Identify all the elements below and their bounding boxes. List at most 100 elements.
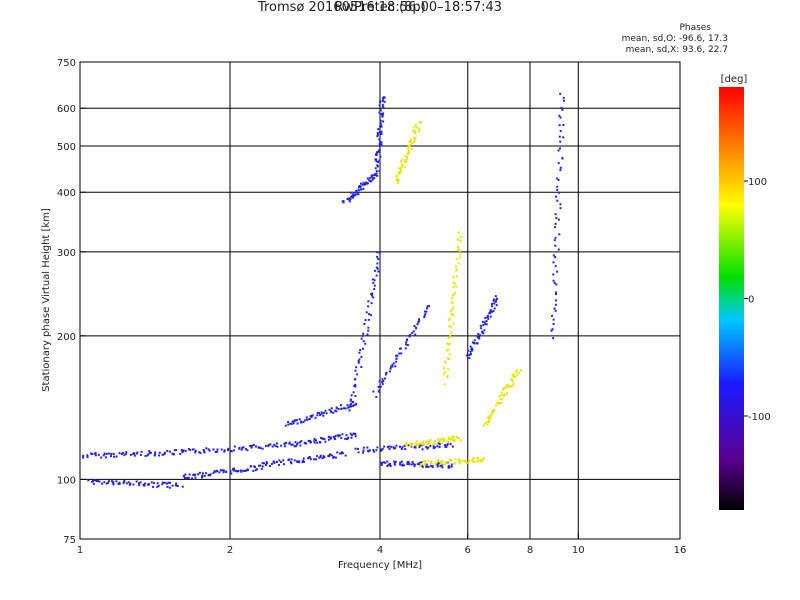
echo-point	[415, 440, 418, 443]
phase-x-stats: mean, sd,X: 93.6, 22.7	[625, 45, 728, 55]
echo-point	[350, 434, 353, 437]
x-tick-label: 10	[572, 545, 585, 556]
echo-point	[253, 465, 256, 468]
echo-point	[493, 302, 496, 305]
echo-point	[483, 321, 486, 324]
echo-point	[471, 347, 474, 350]
echo-point	[342, 200, 345, 203]
echo-point	[149, 451, 152, 454]
phase-colorbar	[719, 87, 744, 510]
colorbar-ticks: 100 0 -100	[744, 177, 771, 423]
echo-point	[348, 199, 351, 202]
echo-point	[204, 472, 207, 475]
echo-point	[368, 313, 371, 316]
echo-point	[378, 111, 381, 114]
echo-point	[446, 376, 449, 379]
echo-point	[418, 120, 421, 123]
echo-point	[231, 468, 234, 471]
echo-point	[471, 341, 474, 344]
echo-point	[554, 309, 557, 312]
echo-point	[314, 416, 317, 419]
echo-point	[471, 460, 474, 463]
echo-point	[95, 479, 98, 482]
echo-point	[378, 389, 381, 392]
echo-point	[98, 480, 101, 483]
echo-point	[176, 484, 179, 487]
echo-point	[357, 361, 360, 364]
echo-point	[327, 438, 330, 441]
echo-point	[191, 477, 194, 480]
echo-point	[515, 369, 518, 372]
echo-point	[320, 411, 323, 414]
echo-point	[222, 471, 225, 474]
echo-point	[442, 439, 445, 442]
echo-point	[436, 445, 439, 448]
echo-point	[554, 236, 557, 239]
echo-point	[356, 448, 359, 451]
echo-point	[313, 440, 316, 443]
echo-point	[212, 448, 215, 451]
echo-point	[172, 453, 175, 456]
echo-point	[384, 377, 387, 380]
echo-point	[556, 177, 559, 180]
echo-point	[438, 443, 441, 446]
echo-point	[129, 482, 132, 485]
echo-point	[514, 375, 517, 378]
echo-point	[500, 391, 503, 394]
echo-point	[450, 331, 453, 334]
echo-point	[436, 465, 439, 468]
echo-point	[273, 443, 276, 446]
echo-point	[437, 437, 440, 440]
echo-point	[415, 444, 418, 447]
echo-point	[499, 402, 502, 405]
echo-point	[353, 404, 356, 407]
echo-point	[320, 412, 323, 415]
echo-point	[295, 443, 298, 446]
echo-point	[317, 412, 320, 415]
y-tick-label: 300	[57, 248, 76, 259]
echo-point	[397, 182, 400, 185]
echo-point	[555, 195, 558, 198]
echo-point	[250, 446, 253, 449]
echo-point	[477, 333, 480, 336]
echo-point	[348, 197, 351, 200]
echo-point	[555, 216, 558, 219]
echo-point	[118, 452, 121, 455]
echo-point	[356, 373, 359, 376]
echo-point	[283, 445, 286, 448]
echo-point	[444, 462, 447, 465]
echo-point	[203, 451, 206, 454]
echo-point	[201, 472, 204, 475]
echo-point	[256, 468, 259, 471]
echo-point	[350, 194, 353, 197]
echo-point	[505, 386, 508, 389]
echo-point	[154, 451, 157, 454]
echo-point	[374, 174, 377, 177]
echo-point	[362, 449, 365, 452]
echo-point	[280, 461, 283, 464]
echo-point	[429, 439, 432, 442]
echo-point	[379, 385, 382, 388]
echo-point	[416, 126, 419, 129]
echo-point	[314, 439, 317, 442]
echo-point	[410, 463, 413, 466]
echo-point	[230, 472, 233, 475]
echo-point	[194, 476, 197, 479]
echo-point	[488, 415, 491, 418]
echo-point	[457, 238, 460, 241]
echo-point	[187, 476, 190, 479]
echo-point	[94, 452, 97, 455]
phase-o-stats: mean, sd,O: -96.6, 17.3	[621, 34, 728, 44]
echo-point	[452, 285, 455, 288]
echo-point	[562, 96, 565, 99]
echo-point	[500, 393, 503, 396]
echo-point	[393, 463, 396, 466]
echo-point	[476, 342, 479, 345]
echo-point	[505, 383, 508, 386]
echo-point	[439, 461, 442, 464]
echo-point	[437, 442, 440, 445]
echo-point	[306, 457, 309, 460]
echo-point	[291, 443, 294, 446]
echo-point	[406, 157, 409, 160]
echo-point	[165, 482, 168, 485]
